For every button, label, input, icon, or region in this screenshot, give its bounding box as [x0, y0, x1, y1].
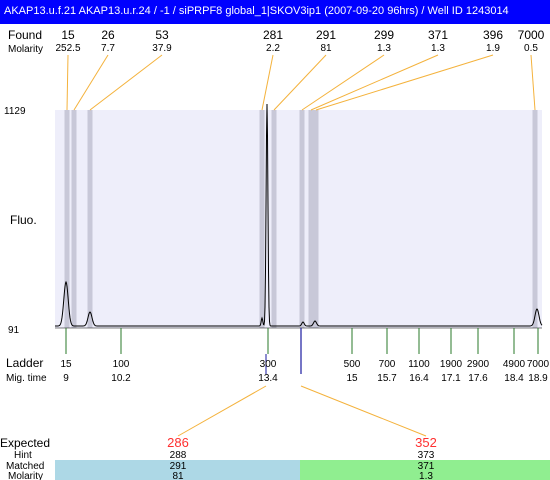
molarity-label: Molarity	[8, 44, 43, 55]
found-value: 371	[428, 28, 448, 42]
found-connector	[89, 54, 163, 111]
ladder-time: 17.1	[441, 373, 461, 384]
ladder-size: 1100	[408, 359, 430, 370]
expected-left-panel	[55, 460, 300, 480]
found-value: 7000	[518, 28, 545, 42]
molarity-value: 81	[320, 43, 332, 54]
expected-connectors	[177, 385, 427, 437]
mig-time-label: Mig. time	[6, 373, 47, 384]
hint-value: 373	[418, 450, 435, 461]
expected-value: 286	[167, 435, 189, 450]
molarity-value: 7.7	[101, 43, 115, 54]
matched-label: Matched	[6, 461, 44, 472]
title-bar: AKAP13.u.f.21 AKAP13.u.r.24 / -1 / siPRP…	[0, 0, 550, 24]
molarity-value: 252.5	[55, 43, 80, 54]
found-connectors	[66, 54, 536, 111]
ladder-size: 500	[344, 359, 361, 370]
fluorescence-trace	[55, 103, 543, 327]
ladder-size: 7000	[527, 359, 550, 370]
found-connector	[315, 54, 494, 111]
ladder-time: 9	[63, 373, 69, 384]
hint-value: 288	[170, 450, 187, 461]
expected-connector	[177, 385, 267, 437]
ladder-label: Ladder	[6, 356, 43, 370]
molarity-value: 37.9	[152, 43, 172, 54]
y-min-label: 91	[8, 325, 20, 336]
molarity-bottom-value: 81	[172, 471, 184, 480]
found-values: 15252.5267.75337.92812.2291812991.33711.…	[55, 28, 544, 54]
ladder-ticks	[65, 328, 539, 374]
ladder-time: 10.2	[111, 373, 131, 384]
fluo-label: Fluo.	[10, 213, 37, 227]
chart-title: AKAP13.u.f.21 AKAP13.u.r.24 / -1 / siPRP…	[4, 5, 509, 17]
found-connector	[301, 54, 385, 111]
peak-band	[299, 110, 305, 328]
ladder-size: 100	[113, 359, 130, 370]
molarity-value: 1.3	[377, 43, 391, 54]
ladder-time: 18.4	[504, 373, 524, 384]
ladder-time: 16.4	[409, 373, 429, 384]
ladder-time: 15	[346, 373, 358, 384]
ladder-size: 1900	[440, 359, 463, 370]
molarity-bottom-label: Molarity	[8, 471, 43, 480]
ladder-time: 18.9	[528, 373, 548, 384]
peak-band	[71, 110, 77, 328]
plot-area	[55, 110, 542, 328]
found-value: 281	[263, 28, 283, 42]
found-connector	[73, 54, 109, 111]
molarity-value: 2.2	[266, 43, 280, 54]
ladder-values: 15 9 100 10.2 300 13.4 500 15 700 15.7 1100 16.4 190…	[60, 359, 549, 384]
found-value: 26	[101, 28, 115, 42]
peak-band	[64, 110, 70, 328]
found-label: Found	[8, 28, 42, 42]
ladder-size: 700	[379, 359, 396, 370]
found-value: 299	[374, 28, 394, 42]
expected-right-panel	[300, 460, 550, 480]
ladder-time: 13.4	[258, 373, 278, 384]
found-value: 291	[316, 28, 336, 42]
ladder-size: 300	[260, 359, 277, 370]
molarity-value: 1.3	[431, 43, 445, 54]
ladder-size: 4900	[503, 359, 526, 370]
ladder-time: 17.6	[468, 373, 488, 384]
peak-band	[271, 110, 277, 328]
peak-band	[532, 110, 538, 328]
found-connector	[310, 54, 439, 111]
found-value: 15	[61, 28, 75, 42]
found-connector	[261, 54, 274, 111]
molarity-bottom-value: 1.3	[419, 471, 433, 480]
expected-connector	[300, 385, 427, 437]
peak-band	[87, 110, 93, 328]
ladder-size: 2900	[467, 359, 490, 370]
found-value: 396	[483, 28, 503, 42]
peak-band	[259, 110, 265, 328]
matched-value: 371	[418, 461, 435, 472]
hint-label: Hint	[14, 450, 32, 461]
peak-bands	[64, 110, 538, 328]
found-connector	[273, 54, 327, 111]
ladder-time: 15.7	[377, 373, 397, 384]
ladder-size: 15	[60, 359, 72, 370]
found-connector	[66, 54, 69, 111]
expected-label: Expected	[0, 436, 50, 450]
peak-band	[313, 110, 319, 328]
expected-value: 352	[415, 435, 437, 450]
found-connector	[530, 54, 536, 111]
molarity-value: 1.9	[486, 43, 500, 54]
y-max-label: 1129	[4, 106, 26, 117]
peak-band	[308, 110, 314, 328]
found-value: 53	[155, 28, 169, 42]
matched-value: 291	[170, 461, 187, 472]
molarity-value: 0.5	[524, 43, 538, 54]
